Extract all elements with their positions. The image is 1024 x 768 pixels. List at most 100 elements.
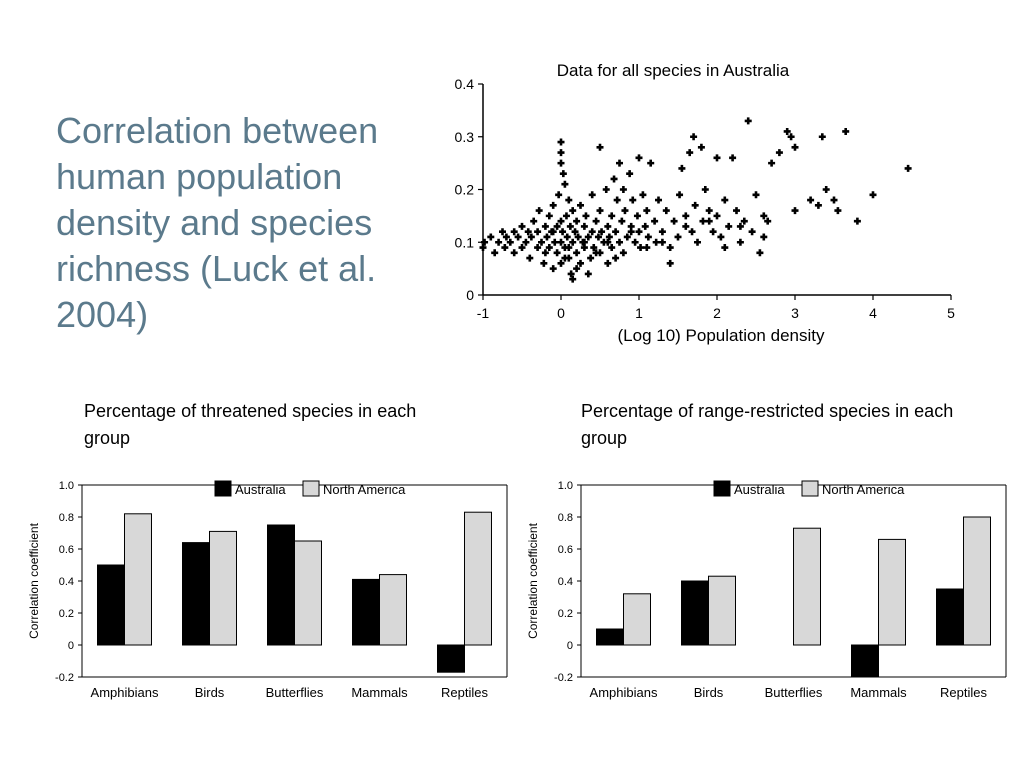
scatter-point (904, 164, 912, 172)
scatter-point (549, 201, 557, 209)
scatter-point (658, 238, 666, 246)
scatter-point (530, 217, 538, 225)
slide-title: Correlation between human population den… (56, 110, 379, 335)
scatter-y-tick-label: 0.3 (455, 129, 475, 145)
scatter-point (690, 133, 698, 141)
bar-chart-1: -0.2 0 0.2 0.4 0.6 0.8 1.0 Correlation coeffici… (27, 480, 508, 700)
bar-australia (681, 580, 709, 646)
scatter-point (596, 207, 604, 215)
scatter-chart: Data for all species in Australia-1 0 1 2 3 4… (455, 61, 956, 345)
legend-swatch (302, 480, 320, 497)
scatter-point (760, 233, 768, 241)
bar-north-america (379, 574, 407, 646)
bar-australia (936, 588, 964, 646)
scatter-point (479, 244, 487, 252)
scatter-title: Data for all species in Australia (557, 61, 790, 80)
scatter-point (756, 249, 764, 257)
scatter-point (573, 265, 581, 273)
scatter-point (619, 186, 627, 193)
bar-y-tick-label: -0.2 (55, 672, 74, 684)
scatter-point (518, 244, 526, 252)
scatter-point (610, 175, 618, 183)
scatter-point (697, 143, 705, 151)
scatter-point (487, 233, 495, 241)
bar-y-axis-label: Correlation coefficient (27, 522, 41, 639)
scatter-point (768, 159, 776, 167)
scatter-x-tick-label: -1 (477, 305, 490, 321)
legend-label: Australia (734, 482, 785, 497)
scatter-point (627, 228, 635, 236)
scatter-point (502, 233, 510, 241)
bar-north-america (623, 593, 651, 646)
bar-australia (596, 628, 624, 646)
scatter-point (621, 207, 629, 215)
scatter-point (577, 201, 584, 209)
scatter-point (651, 217, 659, 225)
scatter-point (553, 222, 561, 230)
bar-category-label: Birds (195, 685, 225, 700)
legend-label: Australia (235, 482, 286, 497)
scatter-y-tick-label: 0.2 (455, 182, 475, 198)
scatter-point (592, 249, 600, 257)
scatter-point (666, 259, 674, 267)
scatter-point (637, 244, 645, 252)
scatter-point (842, 127, 850, 135)
scatter-point (526, 254, 534, 262)
scatter-point (691, 201, 699, 209)
bar-y-tick-label: -0.2 (554, 672, 573, 684)
scatter-point (818, 133, 826, 141)
scatter-point (561, 180, 569, 188)
scatter-point (569, 207, 577, 215)
scatter-point (566, 222, 574, 230)
bar-y-tick-label: 0.6 (59, 544, 74, 556)
scatter-y-tick-label: 0.1 (455, 234, 475, 250)
scatter-point (577, 259, 584, 267)
bar-north-america (708, 575, 736, 646)
bar-y-tick-label: 1.0 (558, 480, 573, 492)
scatter-point (701, 186, 709, 193)
scatter-point (629, 196, 637, 204)
scatter-point (604, 222, 612, 230)
scatter-point (635, 154, 643, 162)
bar-north-america (124, 513, 152, 646)
scatter-point (736, 238, 744, 246)
scatter-y-tick-label: 0 (466, 287, 474, 303)
scatter-point (752, 191, 760, 199)
bar-category-label: Birds (694, 685, 724, 700)
bar-y-tick-label: 0 (68, 640, 74, 652)
bar-australia (352, 578, 380, 646)
scatter-point (584, 233, 592, 241)
scatter-point (616, 238, 623, 246)
bar-y-tick-label: 0.8 (558, 512, 573, 524)
scatter-point (713, 154, 721, 162)
bar-category-label: Reptiles (441, 685, 488, 700)
legend-label: North America (822, 482, 905, 497)
scatter-point (573, 249, 581, 257)
bar-y-tick-label: 1.0 (59, 480, 74, 492)
scatter-point (682, 212, 690, 220)
scatter-point (534, 244, 542, 252)
scatter-x-tick-label: 4 (869, 305, 877, 321)
scatter-point (748, 228, 756, 236)
scatter-point (814, 201, 822, 209)
scatter-point (705, 207, 713, 215)
scatter-point (584, 270, 592, 278)
scatter-point (853, 217, 861, 225)
scatter-point (686, 149, 694, 157)
scatter-point (491, 249, 499, 257)
scatter-point (559, 228, 567, 236)
scatter-point (644, 233, 652, 241)
scatter-point (573, 217, 581, 225)
scatter-point (834, 207, 842, 215)
scatter-point (567, 270, 575, 278)
scatter-point (641, 222, 649, 230)
scatter-point (549, 265, 557, 273)
bar-chart-1-panel-title: Percentage of threatened species in each… (84, 401, 417, 448)
scatter-point (652, 238, 660, 246)
bar-north-america (878, 538, 906, 646)
scatter-point (787, 133, 795, 141)
scatter-point (764, 217, 772, 225)
scatter-point (619, 249, 627, 257)
scatter-point (534, 228, 542, 236)
scatter-point (557, 159, 565, 167)
